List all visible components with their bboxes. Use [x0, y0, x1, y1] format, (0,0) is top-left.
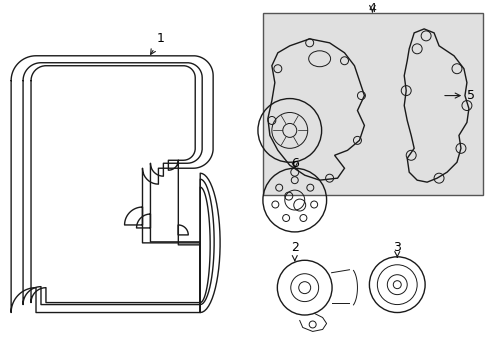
Text: 4: 4	[367, 3, 376, 15]
Text: 1: 1	[150, 32, 164, 54]
Text: 5: 5	[444, 89, 474, 102]
Text: 3: 3	[392, 241, 400, 257]
Text: 2: 2	[290, 241, 298, 261]
Bar	[263, 13, 482, 195]
Text: 6: 6	[290, 157, 298, 170]
